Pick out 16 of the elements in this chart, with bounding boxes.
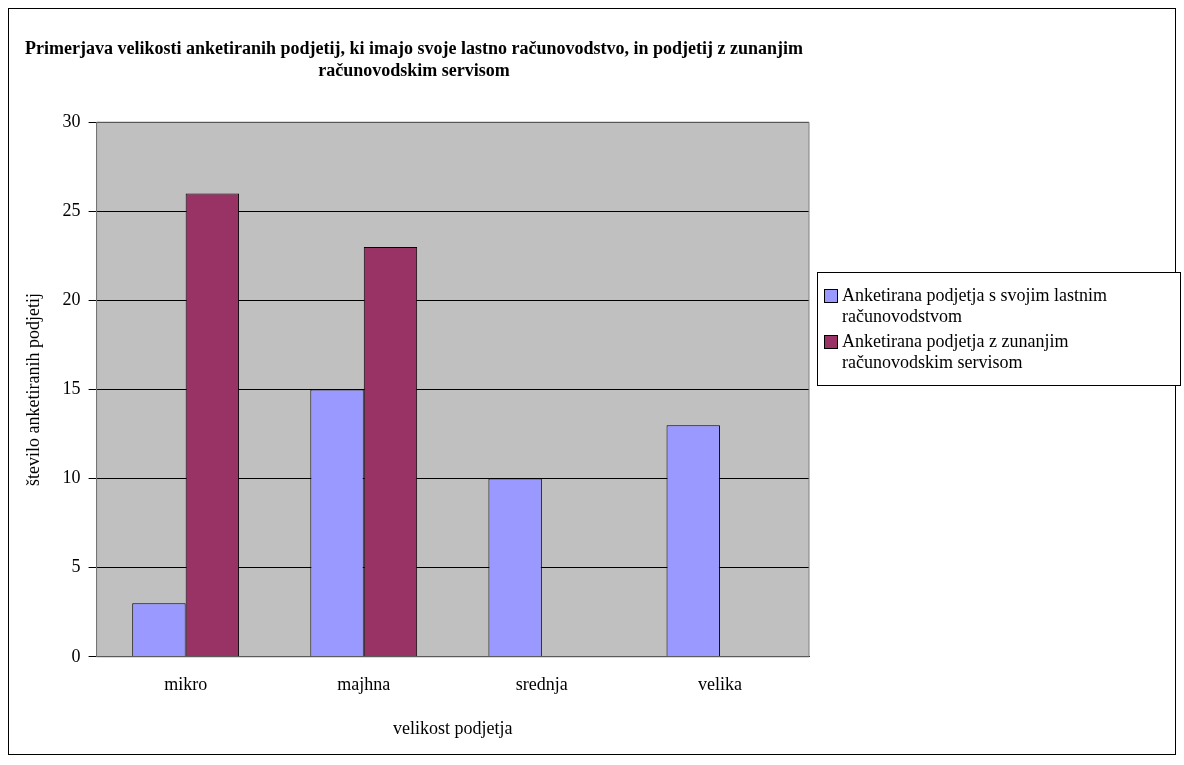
y-tick-label: 20 (62, 289, 81, 310)
y-tick-label: 10 (62, 467, 81, 488)
y-tick-label: 25 (62, 200, 81, 221)
y-tick-label: 30 (62, 110, 81, 131)
x-tick-label: majhna (337, 674, 391, 695)
legend-label: Anketirana podjetja s svojim lastnim računovodstvom (842, 285, 1108, 327)
y-tick-label: 0 (71, 645, 81, 666)
y-tick-label: 15 (62, 378, 81, 399)
y-axis-title: število anketiranih podjetij (22, 293, 43, 486)
legend-label: Anketirana podjetja z zunanjim računovodskim servisom (842, 331, 1070, 373)
x-tick-label: velika (697, 674, 742, 695)
x-tick-label: mikro (164, 674, 208, 695)
chart-title: Primerjava velikosti anketiranih podjetij, ki imajo svoje lastno računovodstvo, in podjetij z zunanjim računovodskim servisom (25, 38, 803, 81)
y-tick-label: 5 (71, 556, 81, 577)
x-axis-title: velikost podjetja (393, 717, 513, 738)
x-tick-label: srednja (515, 674, 568, 695)
